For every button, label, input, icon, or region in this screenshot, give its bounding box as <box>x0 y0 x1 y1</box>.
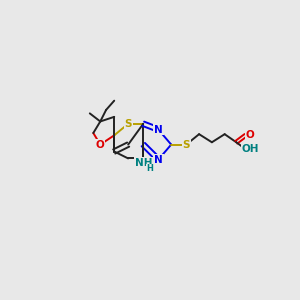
Text: N: N <box>154 154 163 165</box>
Text: OH: OH <box>242 144 259 154</box>
Text: NH: NH <box>134 158 152 168</box>
Text: O: O <box>245 130 254 140</box>
Text: H: H <box>146 164 153 173</box>
Text: S: S <box>182 140 190 150</box>
Text: N: N <box>154 124 163 135</box>
Text: O: O <box>96 140 105 150</box>
Text: S: S <box>124 119 132 129</box>
